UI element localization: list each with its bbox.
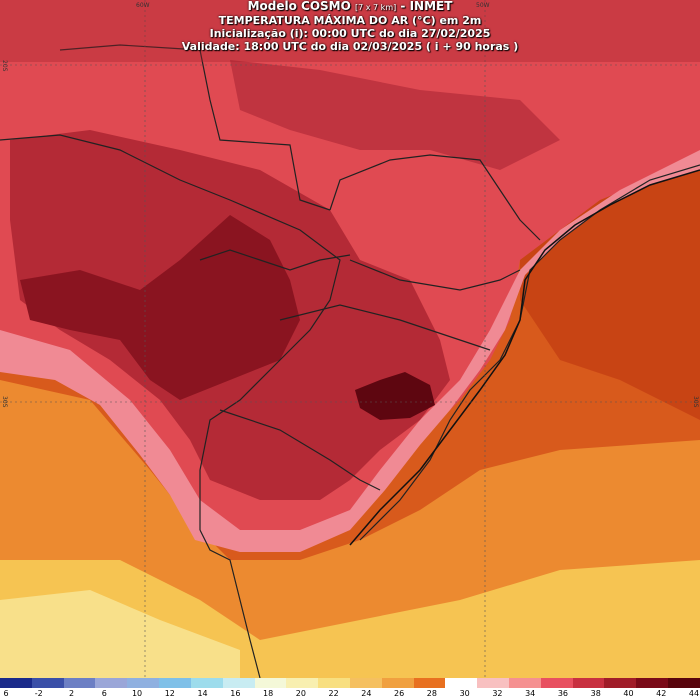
- legend-swatch: [509, 678, 541, 688]
- legend-tick-label: 24: [361, 689, 372, 698]
- legend-tick-label: 10: [131, 689, 143, 698]
- grid-label-60w: 60W: [136, 2, 150, 9]
- south-light-yellow: [0, 590, 240, 678]
- legend-tick-label: 34: [525, 689, 536, 698]
- legend-tick-label: 14: [197, 689, 208, 698]
- grid-label-20s: 20S: [1, 60, 8, 72]
- legend-tick-label: 42: [656, 689, 667, 698]
- legend-swatch: [668, 678, 700, 688]
- legend-swatch: [190, 678, 223, 688]
- legend-swatch: [604, 678, 637, 688]
- grid-label-30s-right: 30S: [692, 396, 699, 408]
- legend-tick-label: 12: [164, 689, 175, 698]
- legend-tick-label: 38: [590, 689, 601, 698]
- legend-tick-label: 30: [459, 689, 470, 698]
- legend-tick-label: 18: [263, 689, 274, 698]
- legend-swatch: [445, 678, 478, 688]
- political-borders: [0, 44, 700, 678]
- legend-swatch: [222, 678, 255, 688]
- legend-tick-label: 6: [3, 689, 9, 698]
- grid-label-50w: 50W: [476, 2, 490, 9]
- legend-ticks: 6 -2 2 6 10 12 14 16 18 20 22 24 26 28 30 32 34 36 38 40 42 4…: [0, 688, 700, 699]
- legend-swatch: [381, 678, 414, 688]
- legend-swatch: [636, 678, 669, 688]
- legend-tick-label: 44: [688, 689, 700, 698]
- legend-swatch: [349, 678, 382, 688]
- legend-tick-label: -2: [34, 689, 43, 698]
- grid-label-30s-left: 30S: [1, 396, 8, 408]
- legend-tick-label: 32: [492, 689, 503, 698]
- land-darkest-core-west: [20, 215, 300, 400]
- legend-color-bar: [0, 678, 700, 688]
- legend-swatch: [540, 678, 573, 688]
- legend-tick-label: 6: [101, 689, 107, 698]
- legend-swatch: [127, 678, 160, 688]
- legend-swatch: [63, 678, 96, 688]
- grid-lines: [0, 0, 700, 678]
- legend-swatch: [477, 678, 509, 688]
- land-pink-fringe: [0, 150, 700, 552]
- temperature-map: [0, 0, 700, 678]
- color-legend: 6 -2 2 6 10 12 14 16 18 20 22 24 26 28 30 32 34 36 38 40 42 4…: [0, 678, 700, 699]
- legend-tick-label: 28: [426, 689, 437, 698]
- legend-tick-label: 22: [328, 689, 339, 698]
- legend-swatch: [572, 678, 605, 688]
- coastline: [349, 169, 700, 546]
- legend-tick-label: 40: [623, 689, 634, 698]
- legend-swatch: [254, 678, 287, 688]
- legend-tick-label: 26: [394, 689, 405, 698]
- legend-swatch: [95, 678, 128, 688]
- land-dark-north: [230, 60, 560, 170]
- header-shade: [0, 0, 700, 62]
- legend-tick-label: 36: [557, 689, 569, 698]
- legend-swatch: [31, 678, 64, 688]
- legend-swatch: [159, 678, 191, 688]
- legend-tick-label: 20: [295, 689, 306, 698]
- legend-tick-label: 2: [68, 689, 75, 698]
- legend-swatch: [318, 678, 350, 688]
- legend-swatch: [0, 678, 32, 688]
- legend-tick-label: 16: [230, 689, 241, 698]
- legend-swatch: [413, 678, 446, 688]
- land-darkest-core-east: [355, 372, 435, 420]
- legend-swatch: [286, 678, 319, 688]
